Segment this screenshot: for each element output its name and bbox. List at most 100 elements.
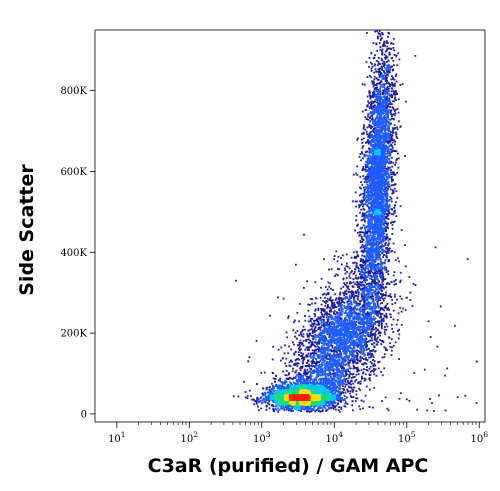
- data-point: [396, 128, 399, 131]
- data-point: [328, 268, 330, 271]
- data-point: [341, 397, 344, 399]
- data-point: [384, 131, 387, 133]
- data-point: [314, 308, 317, 311]
- data-point: [371, 352, 373, 355]
- data-point: [365, 243, 367, 246]
- data-point: [307, 330, 310, 332]
- data-point: [289, 377, 291, 380]
- data-point: [339, 353, 342, 356]
- data-point: [379, 63, 381, 65]
- data-point: [377, 336, 379, 339]
- data-point: [383, 297, 386, 300]
- data-point: [379, 96, 382, 98]
- data-point: [297, 357, 299, 360]
- data-point: [393, 127, 396, 130]
- data-point: [366, 240, 369, 242]
- data-point: [375, 255, 378, 257]
- data-point: [342, 378, 344, 381]
- data-point: [383, 44, 386, 47]
- data-point: [405, 100, 407, 103]
- data-point: [327, 332, 330, 335]
- data-point: [368, 262, 371, 265]
- data-point: [381, 52, 383, 55]
- data-point: [312, 330, 315, 333]
- data-point: [373, 71, 375, 74]
- data-point: [386, 198, 389, 201]
- data-point: [371, 65, 374, 68]
- data-point: [367, 282, 370, 285]
- data-point: [365, 287, 368, 290]
- data-point: [364, 328, 367, 330]
- data-point: [370, 282, 373, 285]
- data-point: [388, 336, 390, 339]
- data-point: [374, 332, 377, 335]
- data-point: [394, 183, 396, 186]
- data-point: [331, 378, 334, 381]
- data-point: [391, 65, 393, 68]
- data-point: [370, 285, 372, 288]
- data-point: [358, 381, 360, 384]
- data-point: [314, 341, 316, 344]
- data-point: [333, 340, 335, 343]
- data-point: [346, 355, 348, 357]
- data-point: [346, 313, 349, 316]
- data-point: [343, 328, 346, 331]
- data-point: [352, 358, 355, 361]
- data-point: [392, 344, 395, 347]
- data-point: [356, 254, 359, 256]
- data-point: [380, 296, 383, 298]
- data-point: [355, 262, 358, 265]
- data-point: [308, 349, 310, 351]
- data-point: [379, 99, 382, 101]
- data-point: [354, 294, 357, 297]
- data-point: [390, 338, 393, 341]
- data-point: [331, 373, 334, 375]
- data-point: [379, 263, 382, 265]
- data-point: [366, 160, 369, 163]
- data-point: [384, 100, 387, 102]
- data-point: [343, 383, 346, 385]
- data-point: [349, 312, 351, 315]
- data-point: [377, 267, 380, 270]
- data-point: [334, 373, 337, 376]
- data-point: [375, 269, 378, 271]
- data-point: [371, 308, 373, 310]
- data-point: [302, 375, 305, 377]
- data-point: [368, 125, 371, 128]
- data-point: [362, 199, 365, 202]
- data-point: [326, 352, 329, 354]
- data-point: [330, 350, 333, 353]
- data-point: [378, 320, 381, 323]
- data-point: [361, 231, 364, 234]
- data-point: [350, 307, 352, 310]
- data-point: [386, 214, 389, 216]
- data-point: [390, 131, 392, 133]
- data-point: [314, 302, 317, 305]
- data-point: [265, 399, 268, 402]
- data-point: [386, 155, 389, 157]
- data-point: [352, 333, 355, 335]
- data-point: [334, 372, 336, 375]
- data-point: [334, 306, 337, 308]
- data-point: [374, 321, 377, 323]
- data-point: [381, 32, 383, 34]
- data-point: [350, 358, 353, 360]
- data-point: [374, 276, 376, 279]
- data-point: [387, 166, 390, 169]
- data-point: [367, 284, 370, 287]
- data-point: [369, 195, 372, 198]
- data-point: [369, 226, 371, 229]
- data-point: [369, 97, 372, 100]
- data-point: [306, 368, 309, 371]
- data-point: [383, 41, 385, 44]
- data-point: [312, 329, 314, 332]
- data-point: [368, 195, 370, 197]
- data-point: [369, 91, 372, 94]
- data-point: [373, 108, 376, 111]
- data-point: [312, 370, 315, 373]
- data-point: [359, 175, 362, 178]
- data-point: [377, 82, 380, 85]
- data-point: [375, 340, 378, 343]
- data-point: [363, 189, 366, 191]
- data-point: [321, 363, 323, 366]
